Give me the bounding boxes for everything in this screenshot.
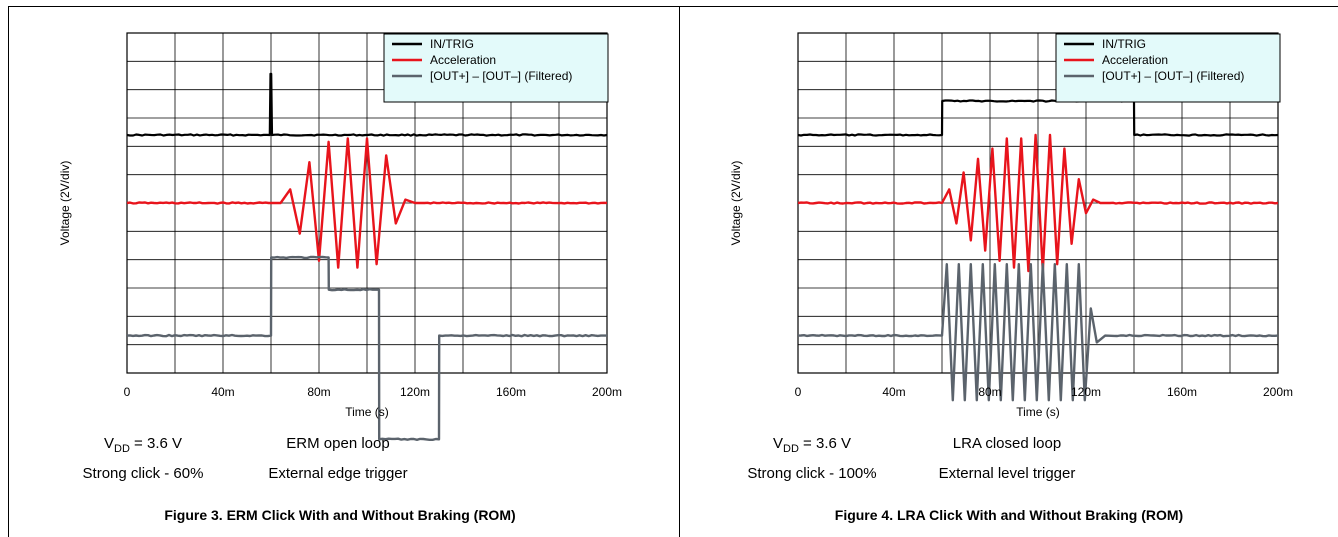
series-line-in-trig <box>126 72 608 137</box>
legend-box <box>383 33 609 103</box>
x-tick-label: 120m <box>400 385 430 399</box>
x-axis-label: Time (s) <box>1016 405 1060 419</box>
legend-label: Acceleration <box>430 53 496 67</box>
y-axis-label: Voltage (2V/div) <box>729 161 743 246</box>
legend-label: IN/TRIG <box>430 37 474 51</box>
figure-caption: Figure 4. LRA Click With and Without Bra… <box>835 507 1183 523</box>
figure-3-chart: IN/TRIG Acceleration [OUT+] – [OUT–] (Filt… <box>58 32 622 523</box>
series-line-acceleration <box>797 133 1279 273</box>
x-tick-label: 40m <box>211 385 234 399</box>
panel-divider <box>679 6 680 537</box>
mode-annotation: LRA closed loop <box>953 435 1061 452</box>
x-tick-label: 200m <box>1263 385 1293 399</box>
y-axis-label: Voltage (2V/div) <box>58 161 72 246</box>
vdd-annotation: VDD = 3.6 V <box>104 435 182 455</box>
x-axis-label: Time (s) <box>345 405 389 419</box>
figure-3-panel: IN/TRIG Acceleration [OUT+] – [OUT–] (Filt… <box>58 32 622 523</box>
top-border <box>8 6 1338 7</box>
figure-4-panel: IN/TRIG Acceleration [OUT+] – [OUT–] (Filt… <box>669 0 1338 537</box>
strength-annotation: Strong click - 60% <box>83 465 204 482</box>
series-line-in-trig <box>797 99 1279 137</box>
x-tick-label: 80m <box>307 385 330 399</box>
legend-label: IN/TRIG <box>1102 37 1146 51</box>
figure-4-chart: IN/TRIG Acceleration [OUT+] – [OUT–] (Filt… <box>729 32 1293 523</box>
chart-group: IN/TRIG Acceleration [OUT+] – [OUT–] (Filt… <box>729 32 1293 523</box>
x-tick-label: 200m <box>592 385 622 399</box>
figure-caption: Figure 3. ERM Click With and Without Bra… <box>164 507 515 523</box>
series-line-out-filtered <box>797 263 1279 402</box>
x-tick-label: 160m <box>1167 385 1197 399</box>
series-line-acceleration <box>126 137 608 269</box>
legend-label: [OUT+] – [OUT–] (Filtered) <box>430 69 572 83</box>
strength-annotation: Strong click - 100% <box>747 465 876 482</box>
vdd-annotation: VDD = 3.6 V <box>773 435 851 455</box>
x-tick-label: 40m <box>882 385 905 399</box>
x-tick-label: 0 <box>124 385 131 399</box>
legend: IN/TRIG Acceleration [OUT+] – [OUT–] (Filt… <box>1055 33 1281 103</box>
chart-group: IN/TRIG Acceleration [OUT+] – [OUT–] (Filt… <box>58 32 622 523</box>
trigger-annotation: External edge trigger <box>268 465 407 482</box>
legend-label: Acceleration <box>1102 53 1168 67</box>
x-tick-label: 120m <box>1071 385 1101 399</box>
x-tick-label: 0 <box>795 385 802 399</box>
x-tick-label: 80m <box>978 385 1001 399</box>
x-tick-label: 160m <box>496 385 526 399</box>
legend: IN/TRIG Acceleration [OUT+] – [OUT–] (Filt… <box>383 33 609 103</box>
legend-label: [OUT+] – [OUT–] (Filtered) <box>1102 69 1244 83</box>
mode-annotation: ERM open loop <box>286 435 389 452</box>
left-border <box>8 6 9 537</box>
series-line-out-filtered <box>126 255 607 441</box>
legend-box <box>1055 33 1281 103</box>
trigger-annotation: External level trigger <box>939 465 1076 482</box>
